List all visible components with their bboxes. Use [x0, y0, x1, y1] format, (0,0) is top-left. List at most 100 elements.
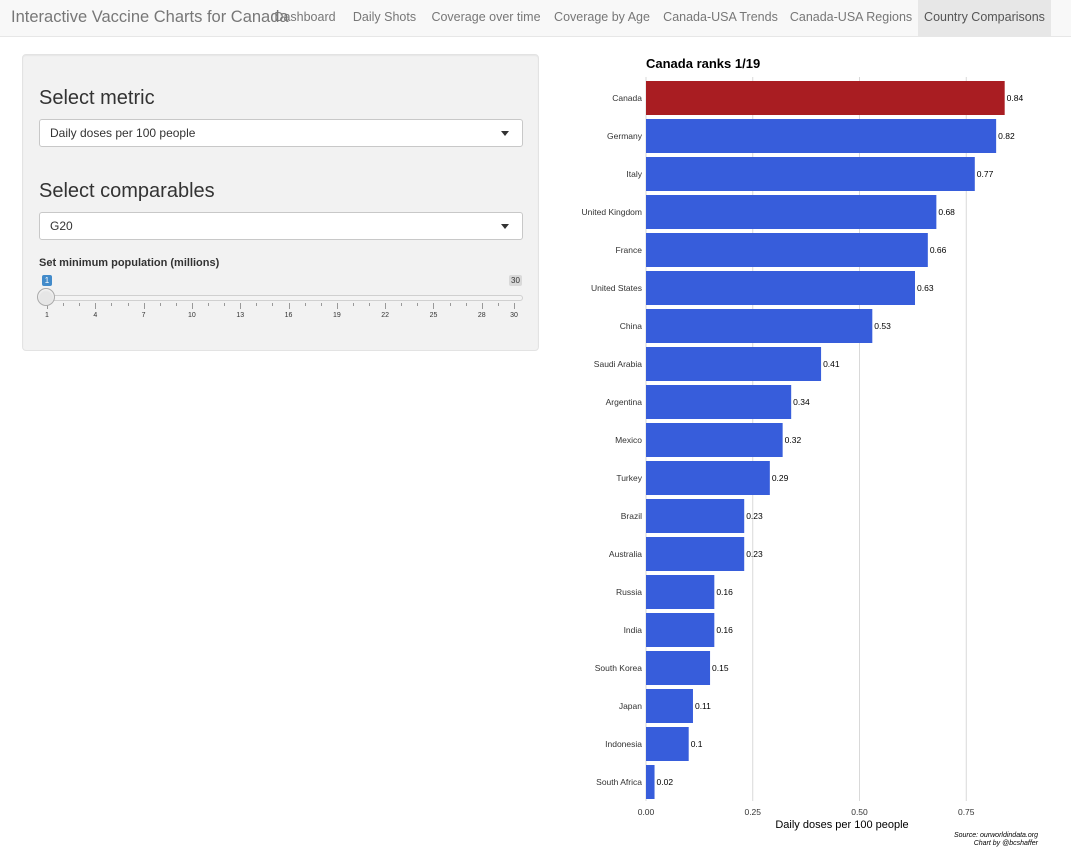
slider-tick [433, 303, 435, 309]
slider-tick [417, 303, 419, 306]
tab-coverage-over-time[interactable]: Coverage over time [431, 10, 541, 24]
x-tick-label: 0.00 [638, 807, 655, 817]
category-label: France [616, 245, 643, 255]
category-label: Mexico [615, 435, 642, 445]
slider-tick [159, 303, 161, 306]
value-label: 0.41 [823, 359, 840, 369]
bar [646, 81, 1005, 115]
slider-tick [320, 303, 322, 306]
slider-tick [63, 303, 65, 306]
slider-tick [514, 303, 515, 309]
value-label: 0.16 [716, 625, 733, 635]
value-label: 0.84 [1007, 93, 1024, 103]
slider-tick [111, 303, 113, 306]
bar [646, 423, 783, 457]
slider-tick [336, 303, 338, 309]
slider-tick [465, 303, 467, 306]
value-label: 0.63 [917, 283, 934, 293]
category-label: United Kingdom [582, 207, 642, 217]
metric-select[interactable]: Daily doses per 100 people [39, 119, 523, 147]
value-label: 0.16 [716, 587, 733, 597]
category-label: South Korea [595, 663, 643, 673]
category-label: South Africa [596, 777, 642, 787]
category-label: Argentina [606, 397, 643, 407]
category-label: United States [591, 283, 642, 293]
chart-title: Canada ranks 1/19 [646, 56, 761, 71]
bar [646, 651, 711, 685]
slider-tick-label: 1 [45, 312, 49, 319]
slider-tick-label: 16 [284, 312, 293, 319]
slider-tick [272, 303, 274, 306]
bar [646, 613, 715, 647]
chart-source: Source: ourworldindata.org [953, 832, 1038, 839]
bar [646, 271, 916, 305]
category-label: Indonesia [605, 739, 642, 749]
value-label: 0.77 [977, 169, 994, 179]
population-slider-handle[interactable] [37, 288, 55, 306]
slider-tick [191, 303, 193, 309]
category-label: Japan [619, 701, 642, 711]
bar [646, 461, 770, 495]
slider-tick [143, 303, 145, 309]
slider-tick [288, 303, 290, 309]
slider-tick [481, 303, 483, 309]
value-label: 0.53 [874, 321, 891, 331]
slider-tick-label: 30 [510, 312, 518, 319]
slider-tick [175, 303, 177, 306]
category-label: Russia [616, 587, 642, 597]
value-label: 0.34 [793, 397, 810, 407]
bar [646, 727, 689, 761]
category-label: Saudi Arabia [594, 359, 642, 369]
value-label: 0.32 [785, 435, 802, 445]
slider-tick [304, 303, 306, 306]
bar [646, 575, 715, 609]
category-label: Italy [626, 169, 642, 179]
slider-tick-label: 19 [332, 312, 341, 319]
tab-daily-shots[interactable]: Daily Shots [352, 10, 417, 24]
slider-tick [47, 303, 48, 309]
slider-tick [497, 303, 499, 306]
slider-tick [401, 303, 403, 306]
sidebar-panel: Select metric Daily doses per 100 people… [22, 54, 539, 351]
app-title[interactable]: Interactive Vaccine Charts for Canada [11, 8, 289, 26]
tab-dashboard[interactable]: Dashboard [274, 10, 336, 24]
bar [646, 309, 873, 343]
metric-select-value: Daily doses per 100 people [50, 126, 196, 140]
tab-canada-usa-regions[interactable]: Canada-USA Regions [789, 10, 913, 24]
category-label: India [624, 625, 643, 635]
tab-canada-usa-trends[interactable]: Canada-USA Trends [663, 10, 778, 24]
chart-credit: Chart by @bcshaffer [973, 840, 1038, 847]
slider-tick-label: 13 [236, 312, 245, 319]
comparables-select[interactable]: G20 [39, 212, 523, 240]
slider-tick-label: 28 [477, 312, 486, 319]
category-label: Germany [607, 131, 643, 141]
bar [646, 119, 997, 153]
x-tick-label: 0.50 [851, 807, 868, 817]
x-tick-label: 0.25 [744, 807, 761, 817]
x-tick-label: 0.75 [958, 807, 975, 817]
slider-tick [208, 303, 210, 306]
value-label: 0.11 [695, 701, 711, 711]
category-label: Australia [609, 549, 642, 559]
value-label: 0.82 [998, 131, 1015, 141]
value-label: 0.15 [712, 663, 729, 673]
bar [646, 537, 745, 571]
value-label: 0.29 [772, 473, 789, 483]
slider-tick-label: 25 [429, 312, 438, 319]
slider-tick [385, 303, 387, 309]
comparables-select-value: G20 [50, 219, 73, 233]
slider-tick [352, 303, 354, 306]
value-label: 0.23 [746, 511, 763, 521]
slider-tick [224, 303, 226, 306]
slider-tick [79, 303, 81, 306]
bar [646, 385, 792, 419]
bar [646, 157, 975, 191]
bar [646, 347, 822, 381]
category-label: Brazil [621, 511, 642, 521]
tab-coverage-by-age[interactable]: Coverage by Age [554, 10, 650, 24]
tab-country-comparisons[interactable]: Country Comparisons [918, 0, 1051, 36]
metric-title: Select metric [39, 87, 155, 109]
value-label: 0.02 [657, 777, 674, 787]
slider-tick [95, 303, 97, 309]
